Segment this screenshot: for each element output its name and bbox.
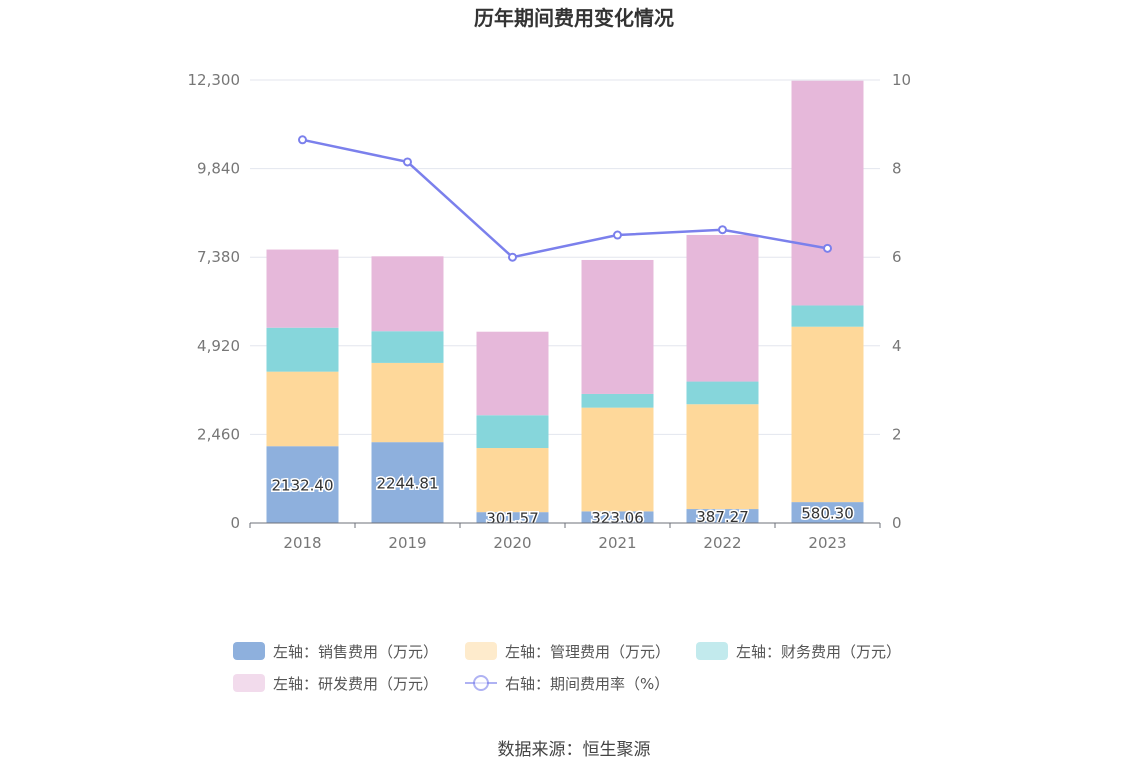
legend: 左轴：销售费用（万元） 左轴：管理费用（万元） 左轴：财务费用（万元） 左轴：研发费用… (233, 642, 901, 693)
legend-item: 左轴：财务费用（万元） (696, 642, 901, 661)
y-left-tick-label: 12,300 (188, 71, 241, 89)
rate-line (302, 138, 828, 259)
x-tick-label: 2019 (388, 534, 426, 552)
bar-segment (581, 259, 654, 394)
legend-label: 左轴：财务费用（万元） (736, 643, 901, 661)
legend-item: 左轴：管理费用（万元） (465, 642, 670, 661)
bar-segment (266, 249, 339, 328)
bar-segment (476, 512, 549, 523)
y-right-tick-label: 4 (892, 337, 902, 355)
legend-swatch (233, 674, 265, 692)
y-right-tick-label: 10 (892, 71, 911, 89)
bar-segment (581, 393, 654, 408)
legend-label: 左轴：销售费用（万元） (273, 643, 438, 661)
rate-point (718, 225, 727, 235)
source-note: 数据来源：恒生聚源 (498, 740, 651, 760)
bar-segment (266, 446, 339, 523)
x-tick-label: 2023 (808, 534, 846, 552)
rate-point (403, 157, 412, 167)
bar-data-label: 387.27 (696, 508, 749, 526)
legend-swatch (465, 642, 497, 660)
bar-segment (686, 381, 759, 405)
bar-segment (686, 509, 759, 523)
x-tick-label: 2021 (598, 534, 636, 552)
line-series (298, 135, 832, 262)
bar-data-label: 301.57 (486, 510, 539, 528)
y-right-tick-label: 8 (892, 160, 902, 178)
x-tick-label: 2022 (703, 534, 741, 552)
bar-segment (371, 331, 444, 363)
bar-segment (791, 305, 864, 327)
y-right-tick-label: 2 (892, 425, 902, 443)
x-tick-label: 2018 (283, 534, 321, 552)
bar-segment (791, 80, 864, 306)
bar-segment (476, 415, 549, 449)
x-tick-label: 2020 (493, 534, 531, 552)
bar-segment (581, 407, 654, 512)
bar-segment (266, 371, 339, 447)
bar-segment (686, 234, 759, 382)
data-labels: 2132.40 2244.81 301.57 323.06 387.27 580.30 (270, 473, 855, 529)
bar-data-label: 2132.40 (271, 477, 333, 495)
bar-segment (686, 404, 759, 510)
rate-point (508, 252, 517, 262)
bar-segment (476, 331, 549, 416)
y-left-tick-label: 9,840 (197, 160, 240, 178)
legend-label: 左轴：研发费用（万元） (273, 675, 438, 693)
bar-data-label: 2244.81 (376, 475, 438, 493)
bar-segment (371, 256, 444, 332)
y-left-tick-label: 7,380 (197, 248, 240, 266)
y-right-tick-label: 0 (892, 514, 902, 532)
chart-title: 历年期间费用变化情况 (474, 6, 674, 30)
rate-point (613, 230, 622, 240)
bar-segment (791, 326, 864, 503)
legend-item: 左轴：研发费用（万元） (233, 674, 438, 693)
bar-data-label: 323.06 (591, 509, 644, 527)
y-left-tick-label: 0 (230, 514, 240, 532)
bar-segment (791, 502, 864, 523)
bar-segment (581, 511, 654, 523)
legend-item: 右轴：期间费用率（%） (465, 675, 669, 693)
bar-segment (371, 362, 444, 443)
bars (266, 80, 864, 523)
bar-data-label: 580.30 (801, 505, 854, 523)
y-left-tick-label: 4,920 (197, 337, 240, 355)
bar-segment (476, 448, 549, 513)
legend-label: 左轴：管理费用（万元） (505, 643, 670, 661)
legend-marker (473, 675, 489, 691)
legend-swatch (696, 642, 728, 660)
legend-swatch (233, 642, 265, 660)
y-right-tick-label: 6 (892, 248, 902, 266)
axes: 0 2,460 4,920 7,380 9,840 12,300 0 2 4 6 8 10 2018 20… (188, 71, 912, 552)
grid (250, 79, 880, 435)
bar-segment (266, 327, 339, 372)
legend-item: 左轴：销售费用（万元） (233, 642, 438, 661)
rate-point (298, 135, 307, 145)
rate-point (823, 243, 832, 253)
legend-label: 右轴：期间费用率（%） (505, 675, 669, 693)
y-left-tick-label: 2,460 (197, 425, 240, 443)
bar-segment (371, 442, 444, 523)
